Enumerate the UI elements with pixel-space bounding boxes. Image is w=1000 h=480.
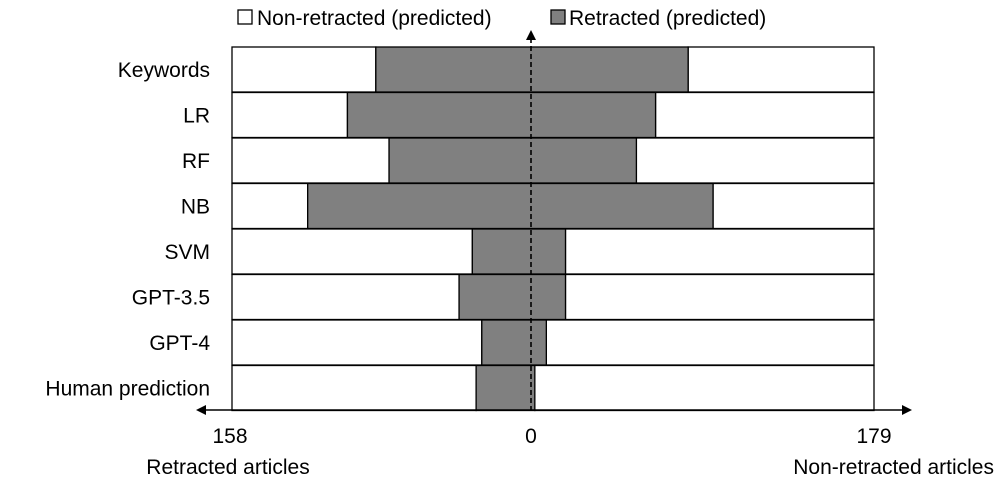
bar-retracted-gpt-3-5 (458, 273, 567, 321)
bar-non-retracted-left-keywords (231, 46, 377, 93)
category-label-keywords: Keywords (118, 59, 210, 82)
bar-non-retracted-left-rf (231, 137, 390, 184)
bar-retracted-human-prediction (475, 364, 536, 412)
bar-retracted-rf (388, 137, 638, 184)
bars-group (231, 46, 875, 412)
bar-non-retracted-left-gpt-3-5 (231, 273, 460, 321)
legend-swatch-non-retracted (237, 9, 253, 25)
x-tick-left: 158 (212, 425, 247, 448)
legend-label-non-retracted: Non-retracted (predicted) (257, 7, 492, 30)
bar-retracted-svm (471, 228, 567, 275)
legend-label-retracted: Retracted (predicted) (569, 7, 766, 30)
x-tick-center: 0 (525, 425, 537, 448)
category-label-svm: SVM (164, 241, 210, 264)
bar-non-retracted-left-human-prediction (231, 364, 477, 412)
x-axis-label-left: Retracted articles (146, 456, 309, 479)
x-axis-right-arrowhead (902, 405, 912, 415)
bar-retracted-lr (346, 91, 657, 139)
bar-non-retracted-right-human-prediction (534, 364, 875, 412)
bar-non-retracted-left-lr (231, 91, 349, 139)
x-tick-right: 179 (856, 425, 891, 448)
category-label-human-prediction: Human prediction (45, 378, 210, 401)
zero-line-arrowhead (526, 30, 536, 40)
legend: Non-retracted (predicted) Retracted (pre… (237, 7, 766, 30)
category-label-nb: NB (181, 196, 210, 219)
bar-non-retracted-right-rf (635, 137, 875, 184)
bar-non-retracted-right-nb (712, 182, 875, 230)
bar-non-retracted-right-svm (564, 228, 875, 275)
x-axis-label-right: Non-retracted articles (793, 456, 994, 479)
bar-non-retracted-right-gpt-3-5 (564, 273, 875, 321)
x-axis-left-arrowhead (196, 405, 206, 415)
category-label-lr: LR (183, 105, 210, 128)
bar-non-retracted-left-gpt-4 (231, 319, 483, 366)
bar-retracted-keywords (375, 46, 689, 93)
axes-group (196, 30, 912, 415)
bar-non-retracted-left-svm (231, 228, 473, 275)
bar-retracted-nb (307, 182, 714, 230)
category-label-gpt-3-5: GPT-3.5 (132, 287, 210, 310)
bar-retracted-gpt-4 (481, 319, 547, 366)
category-labels: Keywords LR RF NB SVM GPT-3.5 GPT-4 Human predi… (45, 59, 210, 401)
bar-non-retracted-right-lr (654, 91, 875, 139)
legend-swatch-retracted (550, 9, 566, 25)
category-label-gpt-4: GPT-4 (149, 332, 210, 355)
bar-non-retracted-left-nb (231, 182, 309, 230)
bar-non-retracted-right-keywords (687, 46, 875, 93)
bar-non-retracted-right-gpt-4 (545, 319, 875, 366)
category-label-rf: RF (182, 150, 210, 173)
